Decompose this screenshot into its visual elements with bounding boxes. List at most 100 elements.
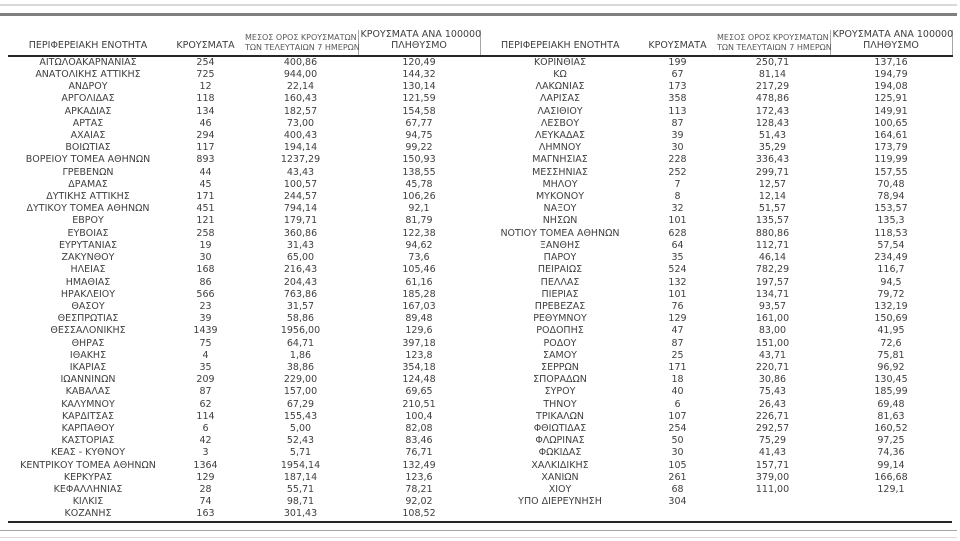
cases-cell: 129 [196,471,215,483]
region-name-cell: ΞΑΝΘΗΣ [539,239,581,251]
region-name-cell: ΚΩ [553,69,567,81]
avg7-cell: 157,71 [755,459,790,471]
avg7-cell: 478,86 [755,93,790,105]
avg7-cell: 151,00 [755,337,790,349]
table-row: ΘΕΣΣΑΛΟΝΙΚΗΣ 1439 1956,00 129,6 ΡΟΔΟΠΗΣ 47 83,… [8,325,952,337]
header-avg7-line1: ΜΕΣΟΣ ΟΡΟΣ ΚΡΟΥΣΜΑΤΩΝ [717,33,829,43]
region-name-cell: ΖΑΚΥΝΘΟΥ [61,252,115,264]
region-name-cell: ΝΗΣΩΝ [542,215,578,227]
region-name-cell: ΙΘΑΚΗΣ [69,349,107,361]
cases-cell: 39 [199,313,212,325]
per100k-cell: 67,77 [405,117,433,129]
header-avg7-right: ΜΕΣΟΣ ΟΡΟΣ ΚΡΟΥΣΜΑΤΩΝ ΤΩΝ ΤΕΛΕΥΤΑΙΩΝ 7 Η… [715,30,832,57]
region-name-cell: ΝΟΤΙΟΥ ΤΟΜΕΑ ΑΘΗΝΩΝ [500,227,620,239]
avg7-cell: 160,43 [283,93,318,105]
avg7-cell: 1956,00 [280,325,321,337]
region-name-cell: ΘΕΣΠΡΩΤΙΑΣ [57,313,119,325]
regional-cases-table: ΠΕΡΙΦΕΡΕΙΑΚΗ ΕΝΟΤΗΤΑ ΚΡΟΥΣΜΑΤΑ ΜΕΣΟΣ ΟΡΟ… [8,29,953,523]
per100k-cell: 83,46 [405,435,433,447]
cases-cell: 47 [671,325,684,337]
region-name-cell: ΘΕΣΣΑΛΟΝΙΚΗΣ [50,325,126,337]
region-name-cell: ΣΠΟΡΑΔΩΝ [533,374,587,386]
cases-cell: 261 [668,471,687,483]
avg7-cell: 400,86 [283,56,318,68]
per100k-cell: 100,4 [405,410,433,422]
cases-cell: 45 [199,178,212,190]
cases-cell: 254 [196,56,215,68]
region-name-cell [480,508,640,523]
header-per100k-line2: ΠΛΗΘΥΣΜΟ [391,39,447,51]
region-name-cell: ΚΕΡΚΥΡΑΣ [63,471,113,483]
table-row: ΔΥΤΙΚΟΥ ΤΟΜΕΑ ΑΘΗΝΩΝ 451 794,14 92,1 ΝΑΞΟΥ 32… [8,203,952,215]
per100k-cell: 73,6 [408,252,430,264]
cases-cell: 46 [199,117,212,129]
avg7-cell: 81,14 [758,69,787,81]
avg7-cell: 38,86 [286,361,315,373]
cases-cell: 725 [196,69,215,81]
cases-cell: 101 [668,215,687,227]
per100k-cell: 149,91 [874,105,908,117]
cases-cell: 68 [671,483,684,495]
table-row: ΔΡΑΜΑΣ 45 100,57 45,78 ΜΗΛΟΥ 7 12,57 70,48 [8,179,952,191]
per100k-cell: 100,65 [874,117,908,129]
avg7-cell: 100,57 [283,178,318,190]
cases-cell: 12 [199,81,212,93]
per100k-cell: 173,79 [874,142,908,154]
avg7-cell: 135,57 [755,215,790,227]
avg7-cell: 216,43 [283,264,318,276]
per100k-cell: 78,94 [877,191,905,203]
cases-cell: 105 [668,459,687,471]
per100k-cell: 144,32 [402,69,436,81]
avg7-cell: 292,57 [755,422,790,434]
cases-cell: 64 [671,239,684,251]
avg7-cell: 31,43 [286,239,315,251]
header-per100k-left: ΚΡΟΥΣΜΑΤΑ ΑΝΑ 100000 ΠΛΗΘΥΣΜΟ [357,29,481,57]
avg7-cell: 75,29 [758,435,787,447]
avg7-cell: 204,43 [283,276,318,288]
cases-cell: 30 [671,142,684,154]
avg7-cell: 794,14 [283,203,318,215]
per100k-cell: 150,93 [402,154,436,166]
avg7-cell: 75,43 [758,386,787,398]
cases-cell: 451 [196,203,215,215]
region-name-cell: ΝΑΞΟΥ [543,203,577,215]
region-name-cell: ΚΟΖΑΝΗΣ [8,508,168,523]
per100k-cell: 234,49 [874,252,908,264]
table-row: ΓΡΕΒΕΝΩΝ 44 43,43 138,55 ΜΕΣΣΗΝΙΑΣ 252 299,71 1… [8,167,952,179]
per100k-cell: 92,02 [405,496,433,508]
table-row: ΙΚΑΡΙΑΣ 35 38,86 354,18 ΣΕΡΡΩΝ 171 220,71 96,92 [8,362,952,374]
cases-cell: 7 [674,178,681,190]
avg7-cell: 98,71 [286,496,315,508]
avg7-cell: 220,71 [755,361,790,373]
per100k-cell: 354,18 [402,361,436,373]
per100k-cell: 99,14 [877,459,905,471]
avg7-cell: 128,43 [755,117,790,129]
region-name-cell: ΔΥΤΙΚΟΥ ΤΟΜΕΑ ΑΘΗΝΩΝ [26,203,150,215]
cases-cell: 168 [196,264,215,276]
region-name-cell: ΕΥΒΟΙΑΣ [67,227,109,239]
avg7-cell: 30,86 [758,374,787,386]
cases-cell: 628 [668,227,687,239]
cases-cell: 42 [199,435,212,447]
table-header: ΠΕΡΙΦΕΡΕΙΑΚΗ ΕΝΟΤΗΤΑ ΚΡΟΥΣΜΑΤΑ ΜΕΣΟΣ ΟΡΟ… [8,29,953,57]
avg7-cell: 194,14 [283,142,318,154]
cases-cell: 35 [199,361,212,373]
avg7-cell: 379,00 [755,471,790,483]
table-row: ΕΒΡΟΥ 121 179,71 81,79 ΝΗΣΩΝ 101 135,57 135,3 [8,215,952,227]
header-row: ΠΕΡΙΦΕΡΕΙΑΚΗ ΕΝΟΤΗΤΑ ΚΡΟΥΣΜΑΤΑ ΜΕΣΟΣ ΟΡΟ… [8,29,953,57]
per100k-cell: 94,62 [405,239,433,251]
cases-cell: 132 [668,276,687,288]
cases-cell: 6 [674,398,681,410]
cases-cell: 74 [199,496,212,508]
region-name-cell: ΧΙΟΥ [548,483,572,495]
cases-cell: 252 [668,166,687,178]
cases-cell: 1364 [193,459,218,471]
cases-cell: 87 [671,117,684,129]
per100k-cell: 129,6 [405,325,433,337]
per100k-cell: 57,54 [877,239,905,251]
avg7-cell: 46,14 [758,252,787,264]
table-row: ΚΑΡΔΙΤΣΑΣ 114 155,43 100,4 ΤΡΙΚΑΛΩΝ 107 226,71… [8,411,952,423]
avg7-cell: 12,57 [758,178,787,190]
region-name-cell: ΤΡΙΚΑΛΩΝ [536,410,584,422]
region-name-cell: ΚΑΡΔΙΤΣΑΣ [61,410,115,422]
